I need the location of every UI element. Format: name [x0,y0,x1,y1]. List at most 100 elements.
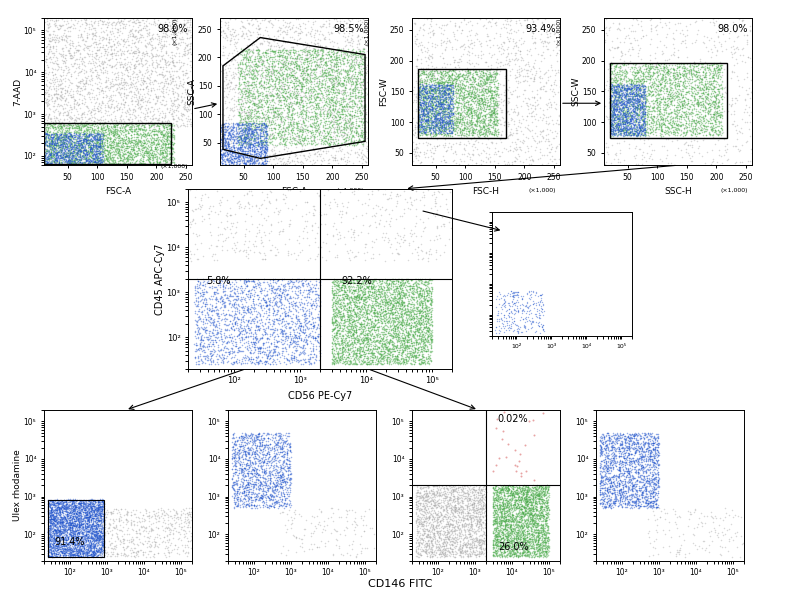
Point [628,130,641,139]
Point [54,516,66,526]
Point [626,491,638,501]
Point [86,539,99,548]
Point [70,543,82,553]
Point [658,63,670,72]
Point [259,91,272,101]
Point [482,119,495,129]
Point [435,189,448,199]
Point [274,478,286,488]
Point [58,154,70,163]
Point [514,510,526,519]
Point [527,133,540,143]
Point [98,47,111,56]
Point [328,280,341,289]
Point [435,74,448,84]
Point [98,508,110,517]
Point [260,96,273,105]
Point [103,135,116,144]
Point [231,324,244,334]
Point [80,507,93,516]
Point [64,141,77,150]
Point [246,276,259,286]
Point [507,512,520,521]
Point [644,452,657,461]
Point [388,317,401,326]
Point [57,134,70,143]
Point [52,133,65,142]
Point [688,95,701,104]
Point [111,106,124,115]
Point [730,71,743,81]
Point [470,116,482,125]
Point [522,93,534,103]
Point [136,120,149,129]
Point [95,521,108,530]
Point [417,81,430,90]
Point [86,546,99,556]
Point [346,87,359,96]
Point [708,42,721,51]
Point [618,116,631,126]
Point [277,281,290,290]
Point [442,86,455,95]
Point [316,65,329,74]
Point [495,523,508,533]
Point [102,149,114,158]
Point [335,140,348,150]
Point [502,82,515,91]
Point [514,487,527,496]
Point [438,530,451,539]
Point [610,438,623,447]
Point [262,296,275,306]
Point [651,67,664,77]
Point [330,343,342,353]
Point [53,498,66,507]
Point [685,136,698,145]
Point [178,512,191,522]
Point [76,130,89,139]
Point [714,80,726,89]
Point [632,104,645,113]
Point [58,526,70,535]
Point [379,350,392,360]
Point [218,326,231,335]
Point [491,540,504,550]
Point [474,545,487,554]
Point [367,333,380,343]
Point [608,477,621,486]
Point [71,539,84,548]
Point [446,123,459,133]
Point [480,77,493,86]
Point [306,512,319,521]
Point [246,448,258,458]
Point [87,533,100,543]
Point [118,149,130,159]
Point [215,109,228,119]
Point [518,510,530,519]
Point [386,317,399,326]
Point [71,123,84,133]
Point [273,479,286,489]
Point [63,143,76,152]
Point [126,536,139,545]
Point [262,63,275,72]
Point [225,24,238,34]
Point [60,68,73,78]
Point [63,150,76,159]
Point [525,543,538,553]
Point [348,507,361,517]
Point [76,504,89,514]
Point [279,458,292,467]
Point [62,39,75,48]
Point [87,42,100,52]
Point [261,93,274,102]
Point [73,520,86,530]
Point [477,97,490,106]
Point [607,100,620,110]
Point [346,140,358,150]
Point [70,546,83,555]
Point [74,128,86,137]
Point [288,27,301,37]
Point [294,289,306,298]
Point [50,513,63,522]
